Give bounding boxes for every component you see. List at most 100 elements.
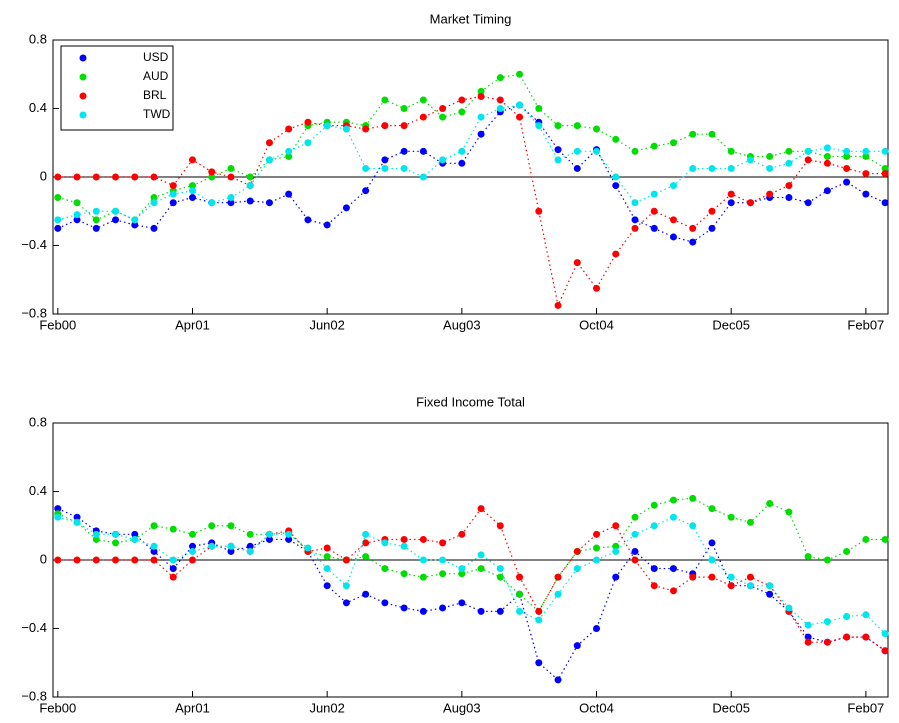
data-point (689, 164, 697, 172)
data-point (689, 494, 697, 502)
data-point (708, 556, 716, 564)
data-point (804, 621, 812, 629)
data-point (342, 582, 350, 590)
data-point (188, 182, 196, 190)
data-point (458, 565, 466, 573)
data-point (862, 633, 870, 641)
data-point (227, 199, 235, 207)
data-point (669, 216, 677, 224)
data-point (535, 659, 543, 667)
data-point (766, 499, 774, 507)
data-point (131, 530, 139, 538)
data-point (400, 535, 408, 543)
data-point (92, 216, 100, 224)
data-point (169, 199, 177, 207)
data-point (573, 642, 581, 650)
data-point (650, 522, 658, 530)
data-point (458, 108, 466, 116)
data-point (477, 93, 485, 101)
data-point (862, 170, 870, 178)
data-point (188, 547, 196, 555)
data-point (419, 607, 427, 615)
data-point (381, 156, 389, 164)
data-point (54, 224, 62, 232)
data-point (804, 553, 812, 561)
data-point (246, 173, 254, 181)
data-point (419, 147, 427, 155)
data-point (573, 122, 581, 130)
data-point (54, 513, 62, 521)
data-point (535, 207, 543, 215)
chart-title: Market Timing (430, 11, 512, 26)
data-point (612, 182, 620, 190)
data-point (342, 556, 350, 564)
data-point (304, 544, 312, 552)
data-point (785, 182, 793, 190)
x-tick-label: Dec05 (712, 317, 750, 332)
data-point (188, 556, 196, 564)
data-point (227, 522, 235, 530)
data-point (766, 152, 774, 160)
data-point (400, 604, 408, 612)
data-point (554, 590, 562, 598)
data-point (285, 147, 293, 155)
data-point (477, 505, 485, 513)
data-point (573, 259, 581, 267)
y-tick-label: 0.4 (29, 483, 47, 498)
x-tick-label: Oct04 (579, 700, 614, 715)
data-point (439, 156, 447, 164)
data-point (669, 233, 677, 241)
data-point (131, 535, 139, 543)
data-point (246, 542, 254, 550)
data-point (843, 164, 851, 172)
data-point (862, 190, 870, 198)
data-point (362, 187, 370, 195)
data-point (439, 604, 447, 612)
legend-label: TWD (143, 107, 171, 121)
data-point (304, 216, 312, 224)
data-point (150, 556, 158, 564)
data-point (516, 590, 524, 598)
data-point (708, 224, 716, 232)
data-point (843, 633, 851, 641)
data-point (381, 164, 389, 172)
data-point (843, 547, 851, 555)
data-point (689, 224, 697, 232)
data-point (150, 173, 158, 181)
y-tick-label: −0.4 (21, 237, 47, 252)
data-point (477, 113, 485, 121)
data-point (612, 573, 620, 581)
data-point (612, 173, 620, 181)
data-point (516, 113, 524, 121)
data-point (381, 599, 389, 607)
data-point (593, 544, 601, 552)
data-point (535, 105, 543, 112)
x-tick-label: Feb00 (39, 700, 76, 715)
data-point (708, 130, 716, 138)
data-point (862, 147, 870, 155)
data-point (669, 496, 677, 504)
data-point (708, 505, 716, 513)
data-point (535, 122, 543, 130)
data-point (227, 194, 235, 202)
data-point (804, 633, 812, 641)
data-point (746, 518, 754, 526)
data-point (208, 199, 216, 207)
data-point (439, 570, 447, 578)
series-line (57, 73, 886, 221)
legend-label: USD (143, 50, 169, 64)
data-point (439, 556, 447, 564)
data-point (73, 513, 81, 521)
data-point (573, 565, 581, 573)
data-point (785, 604, 793, 612)
data-point (496, 96, 504, 104)
data-point (169, 556, 177, 564)
data-point (804, 638, 812, 646)
data-point (881, 630, 889, 638)
data-point (112, 556, 120, 564)
data-point (73, 199, 81, 207)
data-point (419, 96, 427, 104)
data-point (727, 513, 735, 521)
data-point (400, 570, 408, 578)
data-point (881, 170, 889, 178)
